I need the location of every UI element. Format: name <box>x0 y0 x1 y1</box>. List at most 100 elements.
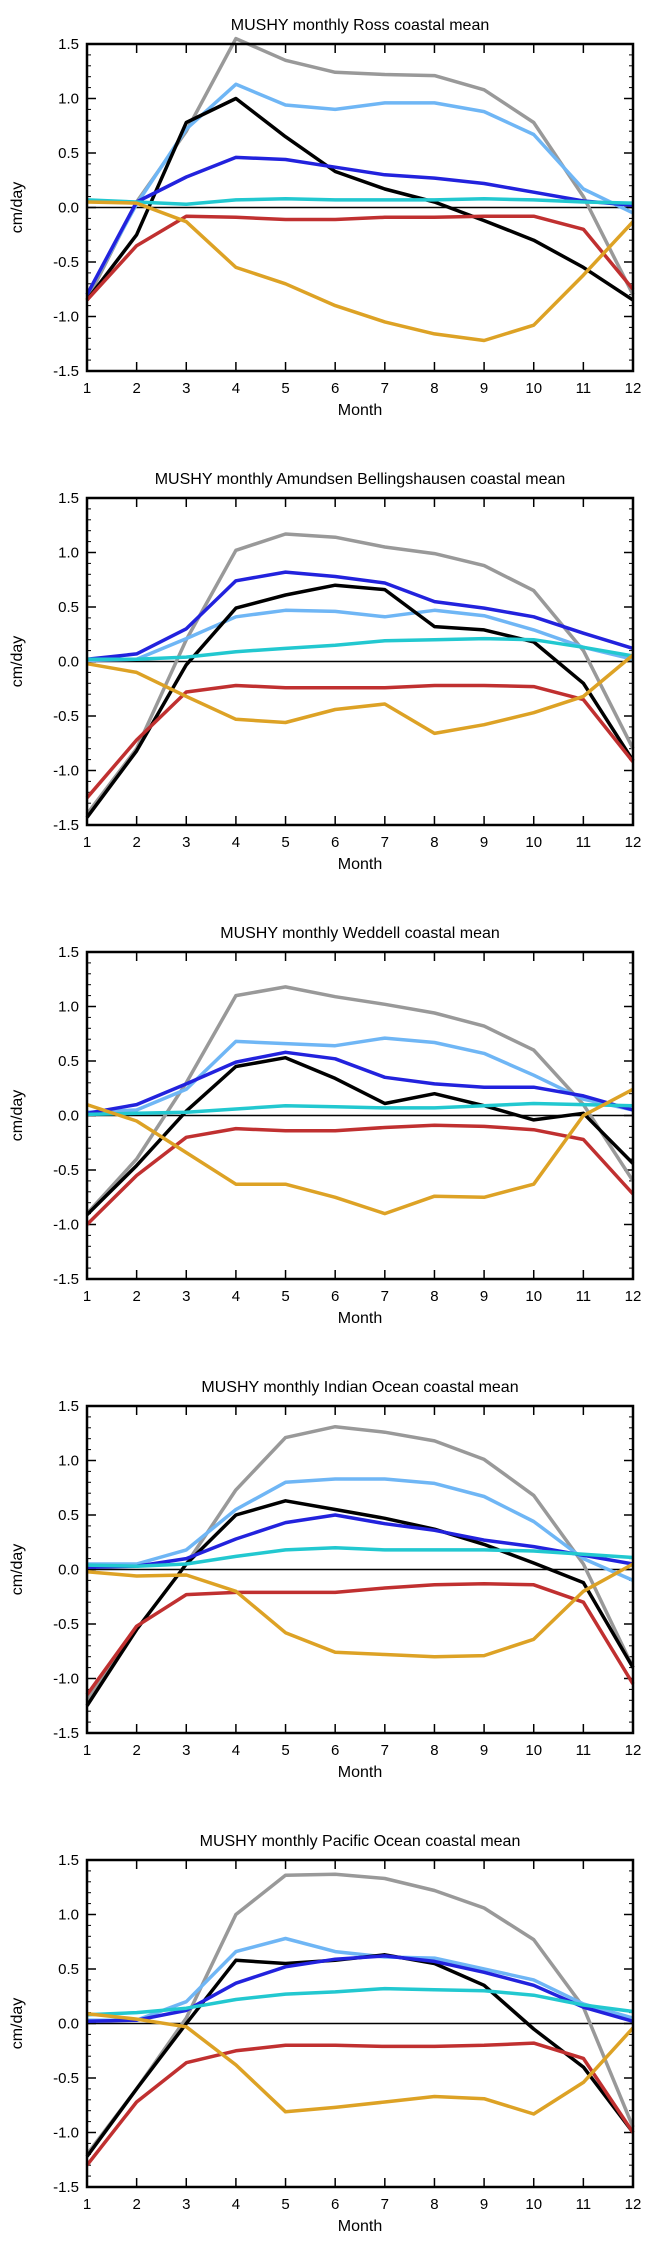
x-tick-label: 7 <box>381 380 389 397</box>
y-tick-label: -1.5 <box>53 817 79 834</box>
series-line-5 <box>86 1986 634 2017</box>
x-tick-label: 8 <box>430 1288 438 1305</box>
series-line-7 <box>86 2011 635 2116</box>
series-line-2 <box>87 1477 634 1583</box>
x-tick-label: 9 <box>480 834 488 851</box>
chart-title: MUSHY monthly Ross coastal mean <box>231 17 489 34</box>
y-tick-label: 0.5 <box>58 1961 79 1978</box>
x-tick-label: 7 <box>381 1288 389 1305</box>
x-tick-label: 2 <box>132 1288 140 1305</box>
x-tick-label: 1 <box>83 2196 91 2213</box>
series-line-5 <box>86 197 634 206</box>
x-tick-label: 4 <box>232 1742 240 1759</box>
y-tick-label: 0.5 <box>58 1053 79 1070</box>
y-axis-label: cm/day <box>9 1998 26 2050</box>
series-line-4 <box>85 155 634 296</box>
x-tick-label: 11 <box>576 1288 592 1305</box>
x-tick-label: 6 <box>331 2196 339 2213</box>
series-line-3 <box>85 1953 635 2158</box>
series-line-6 <box>85 2041 635 2167</box>
series-line-4 <box>86 1050 634 1116</box>
chart-panel-3: MUSHY monthly Weddell coastal mean cm/day… <box>9 925 641 1327</box>
x-tick-label: 2 <box>132 1742 140 1759</box>
plot-frame <box>85 496 635 827</box>
x-tick-label: 8 <box>430 834 438 851</box>
y-tick-label: 1.0 <box>58 545 79 562</box>
chart-title: MUSHY monthly Amundsen Bellingshausen co… <box>155 471 566 488</box>
x-tick-label: 11 <box>576 2196 592 2213</box>
x-tick-label: 5 <box>281 1742 289 1759</box>
series-line-2 <box>87 1936 634 2022</box>
x-tick-label: 8 <box>430 2196 438 2213</box>
y-tick-label: 1.0 <box>58 999 79 1016</box>
series-line-6 <box>85 214 635 302</box>
y-axis-label: cm/day <box>9 1090 26 1142</box>
plot-frame <box>85 42 635 373</box>
plot-frame <box>85 950 635 1281</box>
x-tick-label: 12 <box>625 1288 642 1305</box>
y-tick-label: 1.0 <box>58 1907 79 1924</box>
x-tick-label: 3 <box>182 380 190 397</box>
y-tick-label: -1.5 <box>53 1725 79 1742</box>
chart-title: MUSHY monthly Weddell coastal mean <box>220 925 500 942</box>
x-tick-label: 3 <box>182 1288 190 1305</box>
x-tick-label: 5 <box>281 380 289 397</box>
x-tick-label: 9 <box>480 1288 488 1305</box>
chart-panel-5: MUSHY monthly Pacific Ocean coastal mean… <box>9 1833 641 2235</box>
y-tick-label: -0.5 <box>53 2070 79 2087</box>
series-line-4 <box>86 1513 634 1570</box>
y-tick-label: 0.0 <box>58 2016 79 2033</box>
x-axis-label: Month <box>338 856 382 873</box>
x-tick-label: 12 <box>625 834 642 851</box>
x-tick-label: 1 <box>83 834 91 851</box>
x-tick-label: 12 <box>625 380 642 397</box>
x-tick-label: 2 <box>132 2196 140 2213</box>
x-tick-label: 3 <box>182 1742 190 1759</box>
y-tick-label: -0.5 <box>53 1616 79 1633</box>
series-line-7 <box>86 200 635 343</box>
y-tick-label: -0.5 <box>53 1162 79 1179</box>
y-tick-label: 0.0 <box>58 200 79 217</box>
y-tick-label: 1.0 <box>58 91 79 108</box>
x-tick-label: 7 <box>381 834 389 851</box>
x-tick-label: 4 <box>232 834 240 851</box>
x-tick-label: 4 <box>232 2196 240 2213</box>
y-tick-label: 1.0 <box>58 1453 79 1470</box>
chart-title: MUSHY monthly Pacific Ocean coastal mean <box>200 1833 521 1850</box>
y-tick-label: 0.0 <box>58 1562 79 1579</box>
x-axis-label: Month <box>338 1764 382 1781</box>
x-tick-label: 11 <box>576 834 592 851</box>
x-tick-label: 1 <box>83 380 91 397</box>
y-tick-label: 1.5 <box>58 944 79 961</box>
y-tick-label: -1.5 <box>53 1271 79 1288</box>
x-tick-label: 9 <box>480 1742 488 1759</box>
x-tick-label: 2 <box>132 834 140 851</box>
x-tick-label: 12 <box>625 1742 642 1759</box>
x-tick-label: 3 <box>182 2196 190 2213</box>
y-tick-label: 1.5 <box>58 1398 79 1415</box>
series-line-5 <box>86 1545 634 1568</box>
series-line-2 <box>85 82 634 296</box>
y-tick-label: 1.5 <box>58 1852 79 1869</box>
x-tick-label: 5 <box>281 834 289 851</box>
x-tick-label: 11 <box>576 380 592 397</box>
x-tick-label: 6 <box>331 380 339 397</box>
x-tick-label: 10 <box>525 834 542 851</box>
series-line-3 <box>85 1499 635 1707</box>
x-tick-label: 6 <box>331 834 339 851</box>
series-line-7 <box>86 653 635 736</box>
x-tick-label: 12 <box>625 2196 642 2213</box>
x-tick-label: 9 <box>480 2196 488 2213</box>
chart-panel-4: MUSHY monthly Indian Ocean coastal mean c… <box>9 1379 641 1781</box>
series-line-3 <box>85 583 635 819</box>
x-tick-label: 10 <box>525 1288 542 1305</box>
x-tick-label: 4 <box>232 1288 240 1305</box>
x-tick-label: 4 <box>232 380 240 397</box>
x-tick-label: 10 <box>525 1742 542 1759</box>
y-tick-label: -1.0 <box>53 1671 79 1688</box>
chart-panel-1: MUSHY monthly Ross coastal mean cm/day Mon… <box>9 17 641 419</box>
series-line-3 <box>85 96 634 302</box>
y-tick-label: -0.5 <box>53 708 79 725</box>
x-tick-label: 7 <box>381 1742 389 1759</box>
